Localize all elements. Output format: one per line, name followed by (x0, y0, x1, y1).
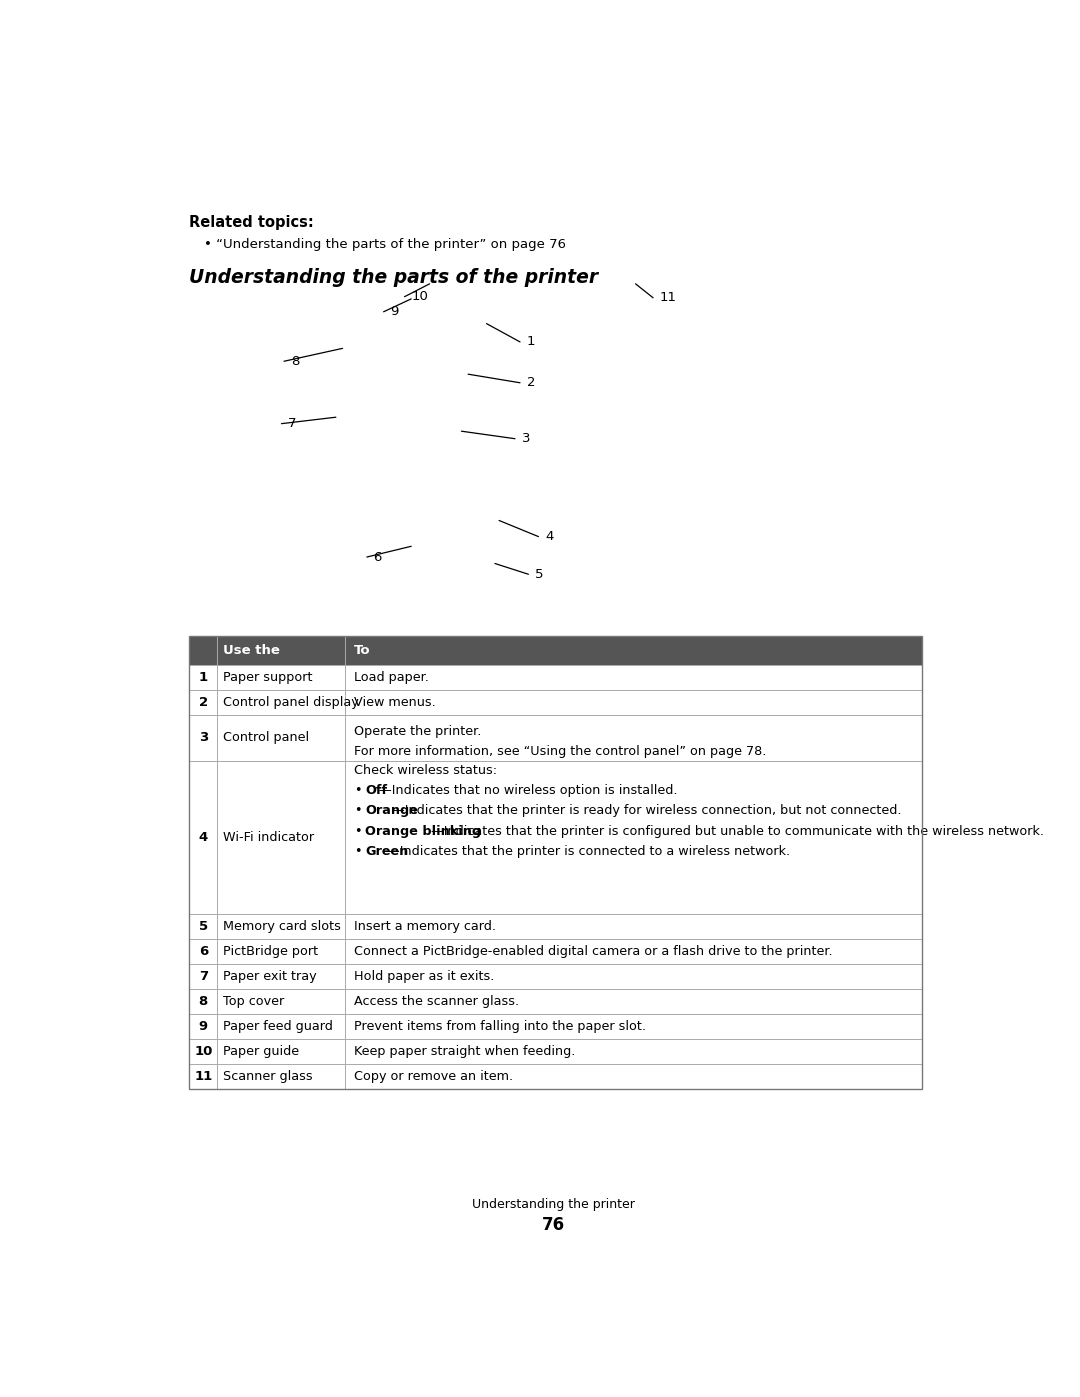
Text: Use the: Use the (224, 644, 280, 657)
Text: 2: 2 (199, 696, 207, 708)
Text: 4: 4 (199, 831, 208, 844)
Text: 3: 3 (199, 732, 208, 745)
Bar (189, 761, 922, 914)
Text: 7: 7 (199, 970, 207, 983)
Text: Related topics:: Related topics: (189, 215, 314, 231)
Text: 5: 5 (535, 567, 543, 581)
Text: Orange: Orange (365, 805, 418, 817)
Text: View menus.: View menus. (354, 696, 435, 708)
Bar (189, 1039, 922, 1065)
Bar (189, 1014, 922, 1039)
Text: Paper exit tray: Paper exit tray (224, 970, 316, 983)
Text: 76: 76 (542, 1217, 565, 1235)
Bar (189, 964, 922, 989)
Text: Top cover: Top cover (224, 995, 284, 1009)
Text: Green: Green (365, 845, 408, 858)
Text: —Indicates that no wireless option is installed.: —Indicates that no wireless option is in… (379, 784, 677, 798)
Text: 1: 1 (199, 671, 207, 683)
Text: Off: Off (365, 784, 388, 798)
Bar (189, 636, 922, 665)
Text: To: To (354, 644, 370, 657)
Text: 6: 6 (199, 944, 208, 958)
Text: 9: 9 (199, 1020, 207, 1032)
Text: Hold paper as it exits.: Hold paper as it exits. (354, 970, 495, 983)
Text: Understanding the parts of the printer: Understanding the parts of the printer (189, 268, 598, 286)
Text: 8: 8 (199, 995, 208, 1009)
Text: —Indicates that the printer is connected to a wireless network.: —Indicates that the printer is connected… (388, 845, 791, 858)
Text: Scanner glass: Scanner glass (224, 1070, 313, 1083)
Bar (189, 690, 922, 715)
Bar (189, 989, 922, 1014)
Text: 9: 9 (390, 306, 399, 319)
Text: Load paper.: Load paper. (354, 671, 429, 683)
Text: •: • (354, 824, 362, 838)
Text: 7: 7 (288, 418, 297, 430)
Bar (189, 914, 922, 939)
Text: Understanding the printer: Understanding the printer (472, 1197, 635, 1211)
Text: 1: 1 (527, 335, 536, 348)
Text: Operate the printer.: Operate the printer. (354, 725, 482, 739)
Text: Paper support: Paper support (224, 671, 312, 683)
Text: Paper guide: Paper guide (224, 1045, 299, 1058)
Text: Keep paper straight when feeding.: Keep paper straight when feeding. (354, 1045, 576, 1058)
Text: Prevent items from falling into the paper slot.: Prevent items from falling into the pape… (354, 1020, 646, 1032)
Text: Orange blinking: Orange blinking (365, 824, 482, 838)
Text: 11: 11 (194, 1070, 213, 1083)
Text: •: • (354, 845, 362, 858)
Text: 11: 11 (660, 292, 677, 305)
Text: 3: 3 (522, 432, 530, 446)
Text: Control panel display: Control panel display (224, 696, 359, 708)
Text: —Indicates that the printer is ready for wireless connection, but not connected.: —Indicates that the printer is ready for… (392, 805, 901, 817)
Text: Wi-Fi indicator: Wi-Fi indicator (224, 831, 314, 844)
Text: • “Understanding the parts of the printer” on page 76: • “Understanding the parts of the printe… (204, 239, 567, 251)
Text: Copy or remove an item.: Copy or remove an item. (354, 1070, 513, 1083)
Bar (189, 665, 922, 690)
Text: •: • (354, 784, 362, 798)
Text: Memory card slots: Memory card slots (224, 919, 341, 933)
Text: 8: 8 (291, 355, 299, 367)
Text: 10: 10 (194, 1045, 213, 1058)
Bar (189, 939, 922, 964)
Text: 2: 2 (527, 376, 536, 390)
Text: Paper feed guard: Paper feed guard (224, 1020, 333, 1032)
Text: PictBridge port: PictBridge port (224, 944, 319, 958)
Bar (189, 636, 922, 1090)
Text: Access the scanner glass.: Access the scanner glass. (354, 995, 518, 1009)
Text: Connect a PictBridge-enabled digital camera or a flash drive to the printer.: Connect a PictBridge-enabled digital cam… (354, 944, 833, 958)
Text: •: • (354, 805, 362, 817)
Text: For more information, see “Using the control panel” on page 78.: For more information, see “Using the con… (354, 745, 766, 757)
Text: Control panel: Control panel (224, 732, 309, 745)
Text: 6: 6 (374, 550, 382, 563)
Text: 10: 10 (411, 291, 428, 303)
Text: —Indicates that the printer is configured but unable to communicate with the wir: —Indicates that the printer is configure… (431, 824, 1043, 838)
Text: 4: 4 (545, 529, 554, 543)
Bar (189, 1065, 922, 1090)
Text: Insert a memory card.: Insert a memory card. (354, 919, 496, 933)
Bar (189, 715, 922, 761)
Text: 5: 5 (199, 919, 207, 933)
Text: Check wireless status:: Check wireless status: (354, 764, 497, 777)
